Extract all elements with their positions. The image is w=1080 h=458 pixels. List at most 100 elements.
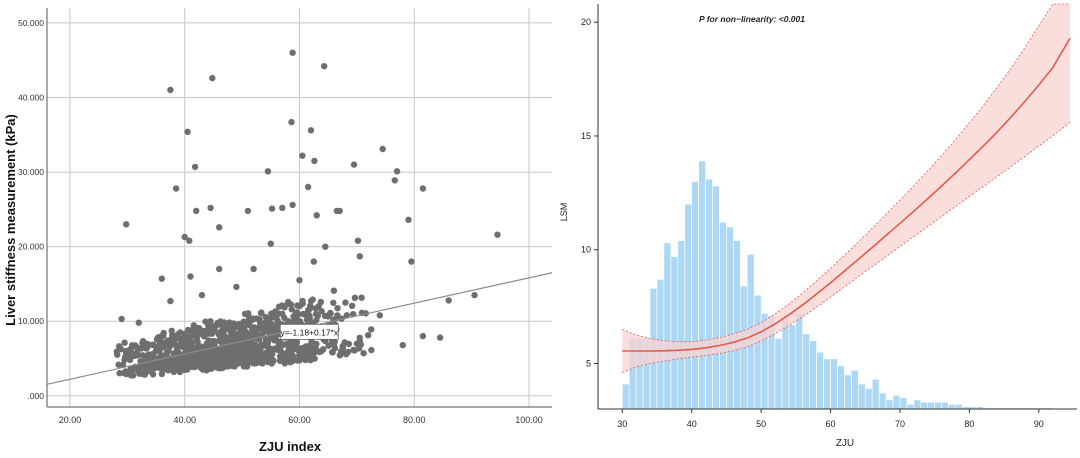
- scatter-point: [234, 351, 241, 358]
- scatter-point: [192, 356, 199, 363]
- scatter-y-axis-label: Liver stiffness measurement (kPa): [3, 114, 18, 326]
- scatter-point: [212, 348, 219, 355]
- scatter-point: [250, 265, 257, 273]
- scatter-point: [198, 291, 206, 299]
- scatter-point: [312, 344, 319, 351]
- scatter-axes: [46, 8, 552, 408]
- histogram-bar: [864, 388, 873, 410]
- scatter-point: [183, 336, 190, 343]
- histogram-bar: [809, 340, 817, 410]
- scatter-point: [216, 224, 223, 231]
- scatter-point: [318, 308, 325, 315]
- scatter-point: [221, 359, 228, 367]
- scatter-point: [212, 356, 220, 363]
- scatter-point: [187, 353, 194, 360]
- histogram-bar: [816, 351, 824, 410]
- scatter-point: [193, 336, 200, 344]
- scatter-point: [299, 355, 307, 362]
- scatter-point: [368, 326, 375, 333]
- scatter-point: [227, 328, 234, 336]
- histogram-bar: [788, 324, 797, 410]
- spline-curve: [622, 37, 1071, 352]
- scatter-y-tick-label: 50.000: [18, 18, 44, 28]
- scatter-point: [118, 315, 125, 323]
- spline-y-axis-label: LSM: [559, 203, 569, 222]
- scatter-point: [132, 342, 139, 349]
- spline-x-tick-label: 40: [687, 419, 697, 429]
- scatter-point: [289, 201, 296, 209]
- scatter-point: [348, 302, 356, 309]
- spline-y-tick-label: 15: [581, 131, 591, 141]
- scatter-point: [209, 74, 216, 82]
- scatter-point: [173, 348, 180, 355]
- scatter-point: [165, 360, 172, 367]
- histogram-bar: [684, 203, 692, 410]
- scatter-point: [351, 294, 359, 301]
- scatter-point: [150, 352, 157, 359]
- scatter-point: [270, 346, 277, 353]
- scatter-point: [229, 344, 236, 352]
- scatter-point: [268, 205, 276, 212]
- confidence-band-group: [622, 3, 1071, 373]
- scatter-y-tick-label: 10.000: [18, 316, 44, 326]
- scatter-point: [376, 312, 383, 319]
- scatter-point: [334, 305, 341, 312]
- histogram-bar: [726, 226, 734, 410]
- spline-panel: 30 40 50 60 70 80 90 5 10 15 20 P for non−linearit…: [559, 3, 1077, 449]
- scatter-point: [249, 328, 256, 335]
- scatter-points: [113, 49, 501, 379]
- scatter-point: [350, 161, 358, 168]
- scatter-point: [188, 330, 195, 338]
- spline-x-tick-label: 70: [895, 419, 905, 429]
- scatter-point: [145, 351, 152, 358]
- histogram-bar: [920, 401, 928, 410]
- scatter-point: [287, 359, 294, 366]
- histogram-bar: [906, 404, 915, 410]
- scatter-x-tick-label: 20.00: [59, 415, 82, 425]
- histogram-bar: [670, 256, 679, 410]
- scatter-point: [360, 350, 367, 357]
- scatter-point: [273, 321, 280, 329]
- histogram-bar: [857, 383, 866, 410]
- spline-axes: [594, 4, 1077, 413]
- scatter-point: [278, 302, 286, 309]
- scatter-point: [168, 327, 175, 334]
- scatter-point: [244, 317, 252, 325]
- scatter-point: [296, 277, 303, 284]
- scatter-point: [243, 341, 251, 348]
- scatter-point: [251, 360, 259, 367]
- scatter-point: [187, 273, 194, 280]
- scatter-point: [123, 349, 130, 356]
- scatter-point: [163, 349, 171, 356]
- histogram-bar: [830, 358, 838, 410]
- scatter-point: [288, 118, 295, 126]
- scatter-point: [167, 297, 174, 305]
- scatter-point: [136, 370, 143, 377]
- scatter-point: [292, 318, 299, 325]
- scatter-point: [184, 128, 191, 135]
- histogram-bar: [927, 401, 935, 410]
- scatter-point: [165, 342, 173, 349]
- scatter-point: [256, 323, 263, 330]
- scatter-point: [306, 305, 313, 313]
- scatter-point: [149, 341, 156, 348]
- scatter-point: [167, 86, 174, 94]
- scatter-point: [336, 207, 343, 215]
- scatter-point: [144, 344, 151, 351]
- scatter-point: [121, 356, 128, 364]
- scatter-panel: y=-1.18+0.17*x 20.00 40.00 60.00 80.00 100.0…: [3, 8, 553, 454]
- spline-y-tick-label: 20: [581, 17, 591, 27]
- histogram-bar: [705, 178, 713, 410]
- scatter-point: [160, 329, 167, 337]
- scatter-point: [289, 49, 296, 56]
- scatter-point: [153, 362, 160, 370]
- scatter-point: [329, 339, 336, 347]
- scatter-point: [258, 309, 265, 316]
- scatter-point: [368, 346, 375, 354]
- scatter-point: [216, 365, 223, 372]
- scatter-point: [131, 352, 138, 359]
- spline-x-tick-label: 60: [826, 419, 836, 429]
- scatter-grid: [47, 8, 552, 407]
- scatter-point: [181, 233, 188, 241]
- scatter-x-tick-label: 100.00: [515, 415, 543, 425]
